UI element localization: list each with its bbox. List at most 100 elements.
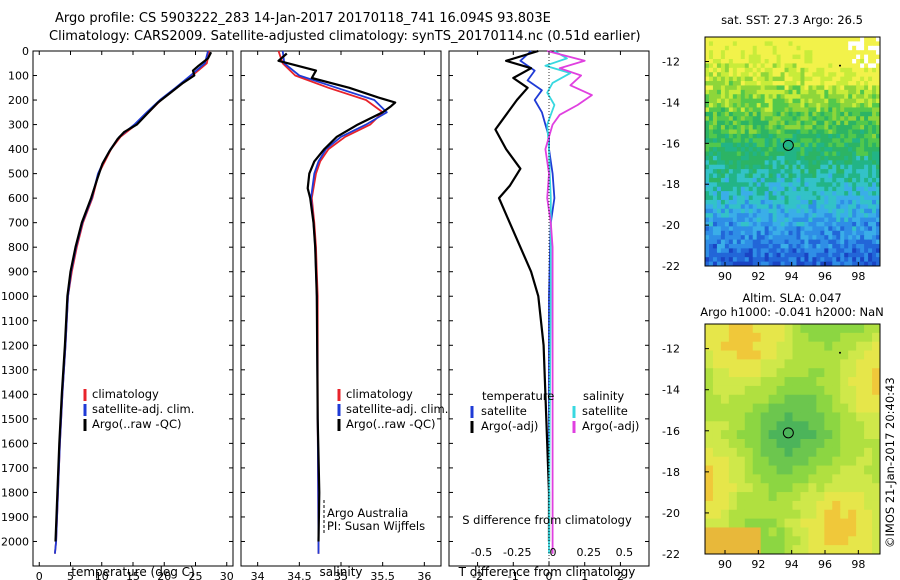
sla-map-cell [712, 332, 722, 343]
sst-map-cell [816, 169, 821, 175]
sst-map-cell [720, 138, 726, 144]
sst-map-cell [728, 248, 734, 254]
sla-map-cell [808, 518, 817, 528]
sla-map-cell [824, 332, 833, 343]
sst-map-cell [708, 81, 714, 86]
sst-map-cell [744, 85, 750, 91]
sst-map-cell [744, 50, 750, 56]
sst-map-cell [872, 63, 877, 69]
sla-map-cell [800, 439, 809, 449]
sst-map-cell [872, 94, 877, 100]
sst-map-cell [764, 120, 770, 126]
sla-map-cell [744, 377, 754, 387]
sst-map-cell [868, 252, 873, 258]
sst-map-cell [836, 147, 841, 152]
sst-map-cell [705, 138, 710, 144]
sst-map-cell [732, 199, 738, 205]
sst-map-cell [868, 230, 873, 236]
sst-map-cell [705, 54, 710, 60]
sst-map-cell [768, 63, 774, 69]
sst-map-cell [840, 138, 845, 144]
sla-map-cell [728, 474, 738, 484]
sla-map-cell [840, 394, 849, 405]
sst-map-cell [792, 169, 797, 175]
sst-map-cell [828, 41, 833, 47]
sst-map-cell [852, 125, 857, 130]
difference-xtick-label: 2 [617, 570, 624, 580]
sst-map-cell [788, 89, 793, 95]
sst-map-xtick-label: 90 [718, 270, 732, 283]
sst-map-cell [764, 107, 770, 113]
sst-map-cell [812, 248, 817, 254]
sst-map-cell [728, 98, 734, 104]
sst-map-cell [868, 138, 873, 144]
sst-map-cell [708, 45, 714, 51]
sla-map-cell [760, 509, 770, 520]
sla-map-cell [800, 359, 809, 369]
sst-map-cell [824, 199, 829, 205]
sst-map-cell [876, 160, 881, 166]
sla-map-cell [824, 492, 833, 502]
sst-map-cell [832, 155, 837, 161]
sla-map-cell [712, 492, 722, 502]
sst-map-cell [820, 81, 825, 86]
sst-map-cell [724, 177, 730, 183]
sst-map-cell [796, 147, 801, 152]
sst-map-cell [852, 252, 857, 258]
sst-map-cell [764, 41, 770, 47]
sst-map-cell [788, 116, 793, 122]
sla-map-cell [800, 509, 809, 520]
sla-map-cell [872, 492, 881, 502]
sst-map-cell [796, 63, 801, 69]
sst-map-cell [744, 213, 750, 219]
sst-map-cell [836, 125, 841, 130]
sst-map-cell [768, 111, 774, 117]
sst-map-cell [852, 182, 857, 188]
sla-map-cell [848, 492, 857, 502]
sla-map-cell [744, 439, 754, 449]
sst-map-cell [728, 226, 734, 232]
sst-map-cell [876, 173, 881, 179]
sst-map-cell [776, 41, 782, 47]
sst-map-cell [712, 129, 718, 135]
sst-map-cell [792, 151, 797, 157]
sst-map-cell [800, 186, 805, 192]
sst-map-cell [772, 76, 778, 82]
sst-map-cell [860, 111, 865, 117]
sst-map-cell [824, 261, 829, 267]
sst-map-cell [756, 182, 762, 188]
sst-map-cell [708, 133, 714, 139]
sst-map-cell [764, 129, 770, 135]
sst-map-cell [748, 173, 754, 179]
sst-map-cell [748, 182, 754, 188]
sst-map-cell [816, 45, 821, 51]
sst-map-cell [724, 125, 730, 130]
sla-map-cell [784, 385, 793, 396]
sst-map-cell [828, 204, 833, 210]
sst-map-cell [776, 160, 782, 166]
sst-map-cell [824, 208, 829, 214]
sst-map-cell [744, 164, 750, 170]
sst-map-cell [768, 177, 774, 183]
sst-map-cell [864, 147, 869, 152]
sst-map-cell [768, 164, 774, 170]
sst-map-cell [844, 213, 849, 219]
sst-map-cell [716, 111, 722, 117]
sst-map-cell [760, 133, 766, 139]
sst-map-cell [876, 63, 881, 69]
sst-map-cell [836, 173, 841, 179]
sla-map-cell [800, 447, 809, 458]
sst-map-cell [705, 125, 710, 130]
sst-map-cell [796, 54, 801, 60]
sla-map-cell [752, 439, 762, 449]
sst-map-cell [816, 151, 821, 157]
sla-map-xtick-label: 96 [818, 558, 832, 571]
sst-map-cell [792, 217, 797, 223]
sst-map-cell [772, 138, 778, 144]
sla-map-cell [736, 341, 746, 352]
sst-map-cell [828, 217, 833, 223]
sst-map-cell [756, 177, 762, 183]
sst-map-cell [872, 257, 877, 263]
sla-map-cell [712, 341, 722, 352]
sst-map-cell [732, 182, 738, 188]
